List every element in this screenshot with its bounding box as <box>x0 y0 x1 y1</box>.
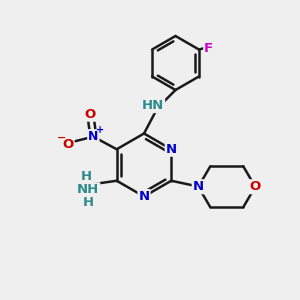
Text: +: + <box>96 125 104 135</box>
Text: H: H <box>83 196 94 209</box>
Text: HN: HN <box>142 99 164 112</box>
Text: N: N <box>193 180 204 193</box>
Text: −: − <box>56 133 66 142</box>
Text: NH: NH <box>77 183 99 196</box>
Text: F: F <box>204 41 213 55</box>
Text: H: H <box>81 170 92 183</box>
Text: O: O <box>250 180 261 193</box>
Text: O: O <box>85 108 96 121</box>
Text: N: N <box>166 143 177 156</box>
Text: N: N <box>88 130 98 143</box>
Text: O: O <box>62 138 74 151</box>
Text: N: N <box>138 190 150 203</box>
